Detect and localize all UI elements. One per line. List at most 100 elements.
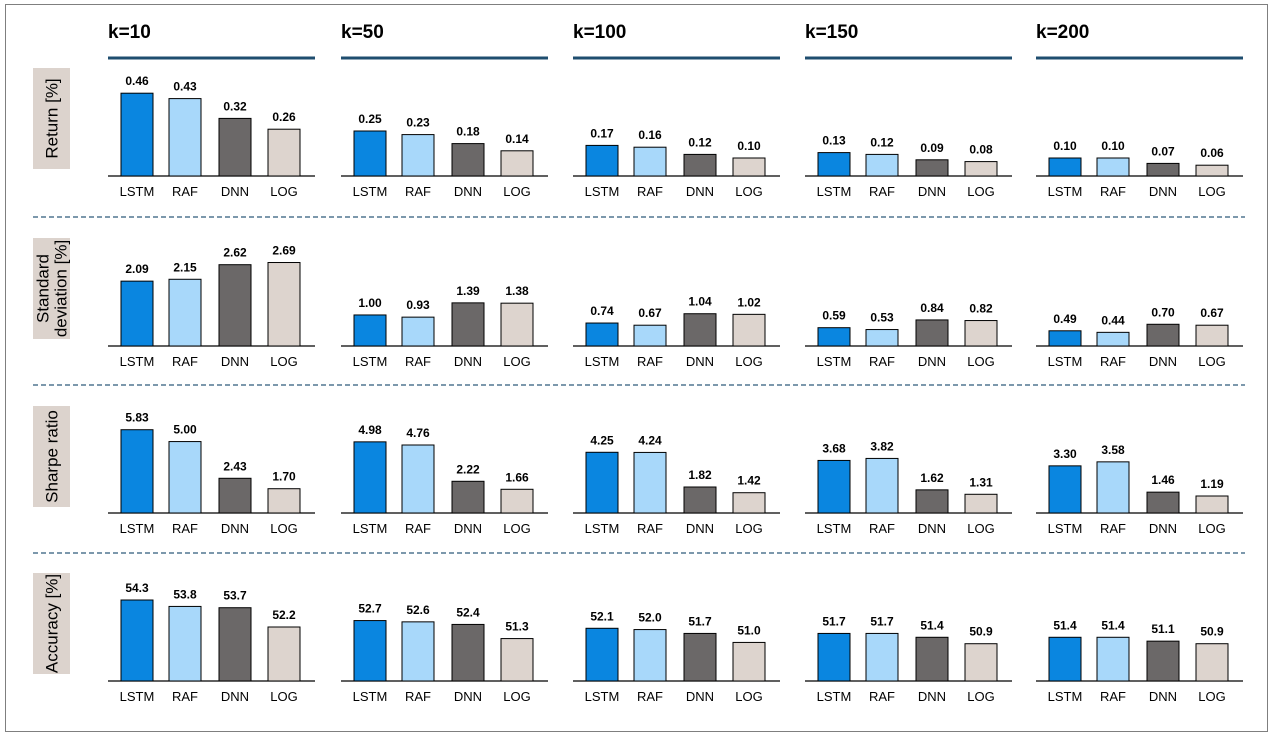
tick-label-log: LOG <box>503 521 530 536</box>
data-label: 5.00 <box>173 423 197 437</box>
tick-label-log: LOG <box>1198 184 1225 199</box>
column-header-k-10: k=10 <box>108 22 151 43</box>
tick-label-lstm: LSTM <box>353 521 388 536</box>
data-label: 52.2 <box>272 608 296 622</box>
tick-label-log: LOG <box>967 521 994 536</box>
row-label: Accuracy [%] <box>43 574 62 673</box>
data-label: 1.42 <box>737 474 761 488</box>
data-label: 51.0 <box>737 623 761 637</box>
row-label-box <box>33 238 70 339</box>
bar-dnn <box>451 143 485 177</box>
tick-label-raf: RAF <box>637 521 663 536</box>
data-label: 0.84 <box>920 301 944 315</box>
tick-label-lstm: LSTM <box>1048 521 1083 536</box>
data-label: 0.10 <box>1053 139 1077 153</box>
data-label: 1.66 <box>505 470 529 484</box>
tick-label-dnn: DNN <box>454 689 482 704</box>
data-label: 0.12 <box>870 135 894 149</box>
tick-label-log: LOG <box>503 354 530 369</box>
tick-label-log: LOG <box>735 184 762 199</box>
bar-dnn <box>1146 323 1180 347</box>
tick-label-dnn: DNN <box>221 354 249 369</box>
bar-dnn <box>218 264 252 347</box>
tick-label-lstm: LSTM <box>585 184 620 199</box>
row-label-text: Return [%] <box>43 78 62 158</box>
data-label: 2.62 <box>223 246 247 260</box>
tick-label-lstm: LSTM <box>1048 689 1083 704</box>
data-label: 0.16 <box>638 128 662 142</box>
data-label: 0.08 <box>969 143 993 157</box>
bar-log <box>732 641 766 682</box>
tick-label-lstm: LSTM <box>817 689 852 704</box>
bar-lstm <box>1048 157 1082 177</box>
bar-log <box>267 488 301 514</box>
data-label: 51.4 <box>920 618 944 632</box>
data-label: 52.0 <box>638 611 662 625</box>
tick-label-log: LOG <box>735 521 762 536</box>
tick-label-raf: RAF <box>637 354 663 369</box>
tick-label-raf: RAF <box>1100 184 1126 199</box>
data-label: 0.49 <box>1053 312 1077 326</box>
bar-dnn <box>915 489 949 514</box>
data-label: 51.7 <box>688 614 712 628</box>
tick-label-dnn: DNN <box>1149 521 1177 536</box>
tick-label-lstm: LSTM <box>585 521 620 536</box>
tick-label-raf: RAF <box>1100 354 1126 369</box>
data-label: 1.38 <box>505 284 529 298</box>
bar-raf <box>865 632 899 682</box>
data-label: 3.68 <box>822 441 846 455</box>
data-label: 1.31 <box>969 475 993 489</box>
tick-label-dnn: DNN <box>221 689 249 704</box>
data-label: 52.4 <box>456 605 480 619</box>
bar-lstm <box>817 327 851 347</box>
bar-log <box>1195 164 1229 177</box>
tick-label-dnn: DNN <box>918 521 946 536</box>
bar-dnn <box>1146 491 1180 514</box>
row-label-text: Accuracy [%] <box>43 574 62 673</box>
tick-label-lstm: LSTM <box>120 354 155 369</box>
data-label: 2.09 <box>125 262 149 276</box>
bar-lstm <box>817 632 851 682</box>
data-label: 0.06 <box>1200 146 1224 160</box>
data-label: 0.17 <box>590 126 614 140</box>
data-label: 0.74 <box>590 304 614 318</box>
row-label-box <box>33 573 70 674</box>
row-label: Standard deviation [%] <box>34 240 71 337</box>
bar-log <box>267 262 301 347</box>
data-label: 0.12 <box>688 135 712 149</box>
tick-label-raf: RAF <box>1100 521 1126 536</box>
data-label: 0.53 <box>870 311 894 325</box>
bar-raf <box>401 316 435 347</box>
bar-lstm <box>585 451 619 514</box>
tick-label-raf: RAF <box>405 521 431 536</box>
bar-raf <box>1096 331 1130 347</box>
row-label-box <box>33 68 70 169</box>
tick-label-raf: RAF <box>637 689 663 704</box>
bar-log <box>267 128 301 177</box>
data-label: 0.26 <box>272 110 296 124</box>
tick-label-dnn: DNN <box>686 689 714 704</box>
tick-label-lstm: LSTM <box>120 689 155 704</box>
data-label: 51.1 <box>1151 622 1175 636</box>
data-label: 3.82 <box>870 439 894 453</box>
data-label: 0.67 <box>1200 306 1224 320</box>
data-label: 1.82 <box>688 468 712 482</box>
column-header-k-100: k=100 <box>573 22 626 43</box>
column-header-k-150: k=150 <box>805 22 858 43</box>
bar-log <box>500 488 534 514</box>
bar-raf <box>401 134 435 177</box>
tick-label-dnn: DNN <box>918 184 946 199</box>
bar-lstm <box>120 429 154 514</box>
bar-log <box>500 638 534 682</box>
data-label: 0.70 <box>1151 305 1175 319</box>
data-label: 0.10 <box>737 139 761 153</box>
tick-label-log: LOG <box>270 689 297 704</box>
bar-raf <box>168 605 202 682</box>
data-label: 51.7 <box>870 614 894 628</box>
data-label: 0.59 <box>822 309 846 323</box>
bar-lstm <box>120 92 154 177</box>
tick-label-lstm: LSTM <box>120 521 155 536</box>
bar-dnn <box>915 319 949 347</box>
bar-raf <box>1096 636 1130 682</box>
